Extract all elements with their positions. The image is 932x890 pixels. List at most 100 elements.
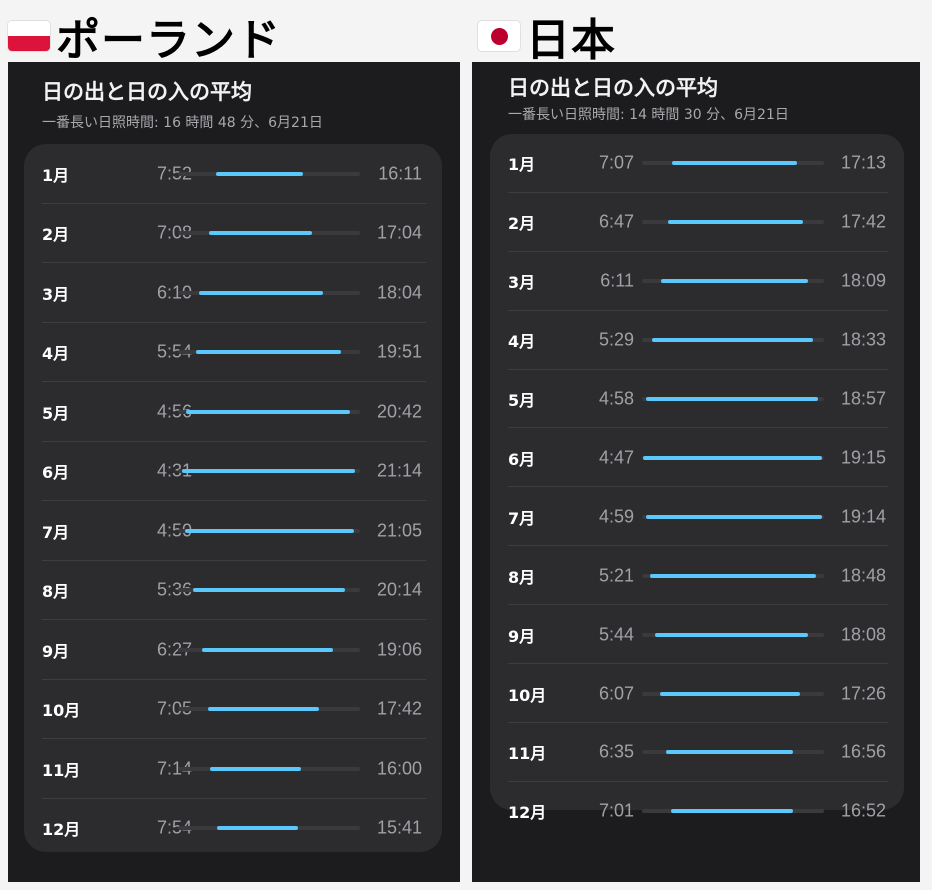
row-divider — [42, 500, 426, 501]
daylight-track — [642, 220, 824, 225]
sunrise-time: 7:08 — [156, 222, 192, 243]
poland-flag-icon — [8, 21, 50, 51]
row-divider — [42, 381, 426, 382]
panel-title: 日の出と日の入の平均 — [508, 76, 718, 100]
month-row: 1月 7:07 17:13 — [490, 134, 904, 193]
japan-heading-label: 日本 — [526, 15, 616, 66]
sunrise-time: 5:29 — [598, 329, 634, 350]
row-divider — [508, 604, 888, 606]
sunrise-time: 7:05 — [156, 698, 192, 719]
month-row: 3月 6:11 18:09 — [490, 252, 904, 311]
daylight-bar — [208, 707, 319, 712]
daylight-track — [642, 573, 824, 578]
month-row: 5月 4:56 20:42 — [24, 382, 442, 442]
sunrise-time: 6:07 — [598, 683, 634, 704]
daylight-track — [642, 750, 824, 755]
sunset-time: 20:14 — [376, 579, 422, 600]
sunset-time: 21:14 — [376, 460, 422, 481]
sunrise-time: 7:54 — [156, 817, 192, 838]
sunset-time: 16:11 — [378, 163, 422, 184]
row-divider — [508, 250, 888, 252]
month-label: 6月 — [42, 463, 70, 483]
daylight-bar — [184, 528, 354, 533]
sunset-time: 21:05 — [376, 520, 422, 541]
row-divider — [42, 321, 426, 323]
row-divider — [42, 738, 426, 739]
month-label: 9月 — [508, 626, 536, 646]
panel-subtitle: 一番長い日照時間: 16 時間 48 分、6月21日 — [42, 115, 323, 131]
sunrise-time: 6:10 — [156, 282, 192, 303]
daylight-track — [178, 469, 360, 474]
sunrise-time: 5:21 — [598, 565, 634, 586]
daylight-track — [642, 397, 824, 402]
month-label: 12月 — [42, 820, 81, 840]
row-divider — [508, 663, 888, 665]
sunset-time: 19:51 — [376, 341, 422, 362]
daylight-track — [642, 161, 824, 166]
month-row: 8月 5:21 18:48 — [490, 546, 904, 606]
sunrise-time: 4:47 — [598, 447, 634, 468]
month-label: 8月 — [508, 567, 536, 587]
month-label: 10月 — [42, 701, 81, 721]
sunrise-time: 6:35 — [598, 741, 634, 762]
daylight-track — [178, 231, 360, 236]
month-row: 9月 6:27 19:06 — [24, 620, 442, 680]
daylight-bar — [650, 573, 817, 578]
daylight-track — [642, 691, 824, 696]
row-divider — [42, 797, 426, 799]
sunrise-time: 4:59 — [598, 506, 634, 527]
month-row: 4月 5:54 19:51 — [24, 323, 442, 382]
daylight-bar — [643, 455, 822, 460]
month-label: 12月 — [508, 803, 547, 823]
sunrise-time: 7:14 — [156, 758, 192, 779]
sunrise-time: 4:50 — [156, 520, 192, 541]
japan-sun-panel: 日の出と日の入の平均 一番長い日照時間: 14 時間 30 分、6月21日 1月… — [472, 62, 920, 882]
month-row: 11月 6:35 16:56 — [490, 723, 904, 782]
month-row: 8月 5:36 20:14 — [24, 561, 442, 620]
poland-heading: ポーランド — [8, 8, 281, 66]
month-label: 11月 — [508, 744, 547, 764]
month-row: 10月 6:07 17:26 — [490, 664, 904, 723]
month-label: 1月 — [508, 155, 536, 175]
month-row: 2月 7:08 17:04 — [24, 204, 442, 263]
month-label: 11月 — [42, 760, 81, 780]
sunset-time: 19:14 — [840, 506, 886, 527]
month-row: 12月 7:01 16:52 — [490, 782, 904, 841]
month-list-card: 1月 7:07 17:13 2月 6:47 17:42 3月 6:11 18:09 4月 5:29 1… — [490, 134, 904, 822]
daylight-track — [178, 826, 360, 831]
japan-heading: 日本 — [478, 8, 616, 66]
daylight-track — [178, 707, 360, 712]
daylight-bar — [645, 397, 819, 402]
daylight-bar — [198, 290, 323, 295]
row-divider — [508, 368, 888, 370]
sunset-time: 18:08 — [840, 624, 886, 645]
daylight-track — [642, 809, 824, 814]
month-label: 6月 — [508, 449, 536, 469]
month-row: 7月 4:50 21:05 — [24, 501, 442, 561]
month-label: 2月 — [42, 225, 70, 245]
daylight-bar — [181, 469, 356, 474]
sunrise-time: 4:31 — [156, 460, 192, 481]
month-row: 6月 4:47 19:15 — [490, 429, 904, 488]
daylight-bar — [196, 350, 342, 355]
daylight-bar — [185, 409, 350, 414]
daylight-bar — [668, 220, 803, 225]
month-row: 4月 5:29 18:33 — [490, 311, 904, 370]
daylight-bar — [645, 514, 822, 519]
poland-heading-label: ポーランド — [56, 15, 281, 66]
sunset-time: 17:42 — [376, 698, 422, 719]
sunset-time: 18:33 — [840, 329, 886, 350]
daylight-track — [178, 588, 360, 593]
month-label: 2月 — [508, 214, 536, 234]
sunset-time: 19:06 — [376, 639, 422, 660]
daylight-bar — [208, 231, 313, 236]
daylight-track — [178, 528, 360, 533]
row-divider — [42, 559, 426, 561]
daylight-bar — [201, 647, 334, 652]
daylight-track — [642, 455, 824, 460]
daylight-track — [178, 647, 360, 652]
sunrise-time: 7:01 — [598, 800, 634, 821]
sunset-time: 16:00 — [376, 758, 422, 779]
row-divider — [508, 545, 888, 547]
month-label: 9月 — [42, 641, 70, 661]
